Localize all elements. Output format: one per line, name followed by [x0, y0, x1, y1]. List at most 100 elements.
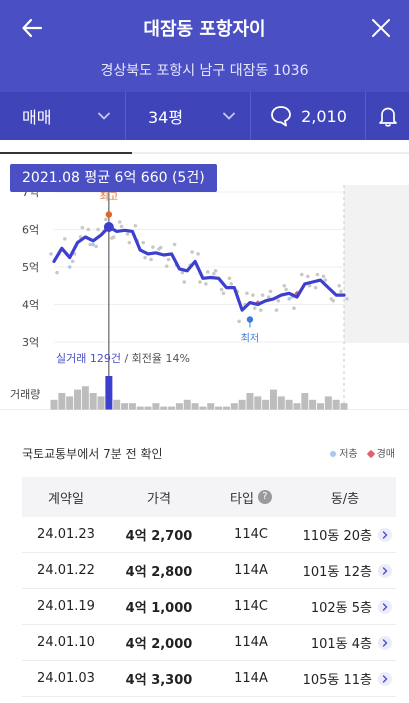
comment-count: 2,010 [301, 106, 347, 126]
volume-bar [215, 406, 223, 410]
cell-price: 4억 3,300 [125, 673, 193, 688]
y-tick-label: 3억 [22, 336, 39, 349]
cell-unit-label: 101동 4층 [310, 637, 372, 652]
future-region [344, 185, 409, 343]
table-row[interactable]: 24.01.10 4억 2,000 114A 101동 4층 [22, 625, 396, 661]
cell-unit-label: 101동 12층 [302, 565, 372, 580]
table-row[interactable]: 24.01.19 4억 1,000 114C 102동 5층 [22, 589, 396, 625]
y-tick-label: 6억 [22, 224, 39, 237]
volume-bar [316, 403, 324, 410]
page-title: 대잠동 포항자이 [143, 19, 266, 40]
volume-bar [340, 403, 348, 410]
transaction-dot [198, 280, 202, 284]
arrow-left-icon [22, 18, 43, 38]
size-label: 34평 [148, 108, 184, 127]
source-note: 국토교통부에서 7분 전 확인 [22, 447, 163, 461]
legend-label-low-floor: 저층 [339, 449, 358, 460]
help-icon[interactable]: ? [257, 490, 272, 504]
header-unit: 동/층 [330, 491, 360, 507]
transaction-dot [313, 285, 318, 290]
chevron-right-icon[interactable] [378, 527, 392, 542]
table-row[interactable]: 24.01.22 4억 2,800 114A 101동 12층 [22, 553, 396, 589]
y-tick-label: 5억 [22, 261, 39, 274]
filter-bar: 매매 34평 2,010 [0, 92, 409, 140]
transaction-dot [274, 308, 279, 312]
price-line [52, 225, 346, 312]
close-button[interactable] [367, 14, 395, 42]
price-chart[interactable]: 7억6억5억4억3억최고최저2022.012023.012024.01 [0, 158, 409, 410]
legend-item-low-floor: 저층 [330, 445, 358, 460]
volume-bar [160, 406, 168, 410]
transaction-dot [221, 291, 226, 296]
chevron-right-icon[interactable] [378, 671, 392, 686]
trade-type-select[interactable]: 매매 [0, 92, 126, 140]
cell-unit: 102동 5층 [294, 597, 396, 616]
volume-bar [58, 393, 66, 410]
transaction-dot [219, 287, 224, 292]
low-floor-dot [67, 265, 72, 269]
volume-bar [199, 406, 207, 410]
legend-dot-auction [366, 449, 375, 459]
min-point [246, 316, 254, 323]
comments-button[interactable]: 2,010 [251, 92, 366, 140]
transaction-dot [205, 270, 210, 274]
cell-unit-label: 102동 5층 [310, 601, 372, 616]
cell-date: 24.01.03 [37, 671, 95, 686]
volume-bar [81, 386, 89, 410]
transaction-dot [127, 240, 132, 245]
legend-item-auction: 경매 [366, 445, 395, 460]
speech-bubble-icon [271, 106, 291, 127]
volume-bar [293, 403, 301, 410]
highlight-point [103, 222, 114, 233]
transaction-dot [172, 242, 177, 247]
chevron-right-icon[interactable] [378, 599, 392, 614]
volume-bar [301, 393, 309, 410]
cell-type: 114A [234, 671, 268, 686]
transaction-dot [339, 289, 343, 294]
transaction-dot [80, 225, 85, 230]
transaction-dot [204, 282, 208, 286]
table-row[interactable]: 24.01.03 4억 3,300 114A 105동 11층 [22, 661, 396, 697]
chart-legend: 저층 경매 [330, 445, 395, 460]
transaction-dot [331, 298, 335, 303]
transaction-dot [94, 244, 98, 249]
alarm-button[interactable] [366, 92, 409, 140]
chevron-right-icon[interactable] [378, 563, 392, 578]
trade-count: 실거래 129건 [56, 352, 121, 365]
volume-bar [238, 399, 246, 410]
transaction-dot [245, 291, 249, 296]
transaction-dot [252, 306, 257, 311]
header-date: 계약일 [48, 491, 84, 507]
volume-bar [89, 393, 97, 410]
transaction-dot [300, 272, 304, 277]
volume-bar [105, 376, 113, 410]
legend-dot-low-floor [330, 451, 337, 457]
transaction-dot [111, 235, 116, 239]
volume-bar [168, 406, 176, 410]
cell-unit-label: 105동 11층 [302, 673, 372, 688]
transaction-dot [151, 245, 155, 249]
cell-date: 24.01.22 [37, 563, 95, 578]
volume-bar [230, 403, 238, 410]
size-select[interactable]: 34평 [126, 92, 251, 140]
transaction-dot [323, 278, 328, 282]
transaction-dot [251, 293, 255, 297]
chevron-right-icon[interactable] [378, 635, 392, 650]
volume-bar [50, 399, 58, 410]
cell-type: 114A [234, 635, 268, 650]
volume-bar [152, 403, 160, 410]
transaction-dot [211, 271, 216, 276]
cell-date: 24.01.23 [37, 527, 95, 542]
tab-divider [0, 152, 409, 154]
transaction-dot [55, 270, 59, 275]
volume-bar [332, 399, 340, 410]
table-row[interactable]: 24.01.23 4억 2,700 114C 110동 20층 [22, 517, 396, 553]
volume-bar [309, 399, 317, 410]
back-button[interactable] [18, 14, 46, 42]
transaction-dot [141, 240, 146, 245]
bell-icon [378, 107, 397, 127]
transaction-dot [213, 268, 218, 273]
transaction-dot [258, 308, 263, 312]
transaction-dot [158, 245, 163, 250]
cell-type: 114C [234, 527, 268, 542]
